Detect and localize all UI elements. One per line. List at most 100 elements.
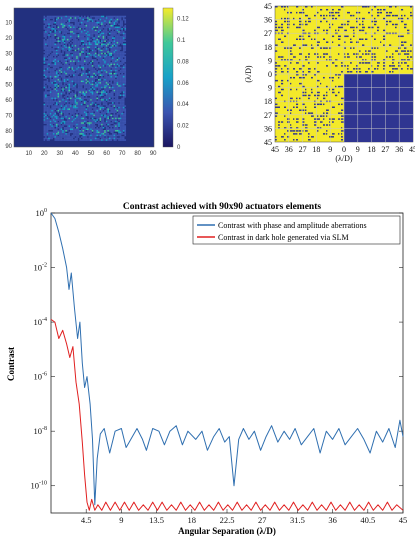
- heatmap-cell: [116, 66, 119, 69]
- heatmap-cell: [116, 52, 119, 55]
- heatmap-cell: [88, 32, 91, 35]
- heatmap-cell: [94, 83, 97, 86]
- heatmap-cell: [62, 109, 64, 112]
- heatmap-cell: [80, 17, 83, 19]
- heatmap-cell: [66, 114, 69, 117]
- pattern-cell: [311, 91, 313, 94]
- heatmap-cell: [63, 41, 66, 44]
- heatmap-cell: [115, 60, 117, 63]
- heatmap-cell: [110, 51, 113, 53]
- heatmap-cell: [60, 109, 63, 112]
- heatmap-cell: [70, 24, 72, 27]
- heatmap-cell: [99, 79, 102, 81]
- heatmap-cell: [116, 116, 119, 118]
- heatmap-cell: [88, 100, 91, 103]
- heatmap-cell: [80, 86, 83, 89]
- heatmap-cell: [73, 57, 75, 60]
- heatmap-cell: [104, 51, 106, 53]
- heatmap-cell: [65, 109, 67, 112]
- heatmap-cell: [105, 66, 108, 69]
- heatmap-cell: [57, 60, 60, 63]
- heatmap-cell: [102, 15, 105, 18]
- heatmap-cell: [88, 58, 91, 61]
- chart-title: Contrast achieved with 90x90 actuators e…: [123, 202, 321, 212]
- heatmap-cell: [63, 126, 66, 129]
- heatmap-cell: [65, 37, 67, 39]
- heatmap-cell: [68, 120, 71, 123]
- heatmap-cell: [82, 62, 85, 64]
- heatmap-cell: [87, 49, 89, 52]
- heatmap-cell: [105, 63, 108, 66]
- heatmap-cell: [124, 26, 127, 29]
- heatmap-cell: [52, 34, 55, 36]
- heatmap-cell: [112, 35, 114, 38]
- heatmap-cell: [115, 130, 117, 132]
- heatmap-cell: [77, 34, 80, 36]
- heatmap-cell: [119, 114, 122, 117]
- heatmap-cell: [52, 24, 55, 27]
- heatmap-cell: [54, 65, 57, 67]
- heatmap-cell: [82, 113, 85, 115]
- heatmap-cell: [87, 80, 89, 83]
- heatmap-cell: [99, 80, 102, 83]
- pattern-cell: [287, 17, 290, 20]
- heatmap-cell: [71, 139, 74, 141]
- pattern-cell: [287, 136, 290, 138]
- heatmap-cell: [71, 83, 74, 86]
- heatmap-cell: [73, 86, 75, 89]
- heatmap-cell: [73, 63, 75, 66]
- dark-hole-pattern-panel: 45 36 27 18 9 0 9 18 27 36 45 4536271890918273645 …: [244, 2, 415, 163]
- heatmap-cell: [56, 82, 58, 84]
- pattern-cell: [374, 6, 377, 8]
- heatmap-cell: [65, 111, 67, 114]
- pattern-cell: [311, 44, 313, 46]
- heatmap-cell: [107, 120, 109, 123]
- heatmap-cell: [124, 52, 127, 55]
- heatmap-cell: [48, 68, 50, 70]
- heatmap-cell: [76, 41, 78, 44]
- heatmap-cell: [74, 105, 77, 107]
- heatmap-cell: [98, 128, 100, 131]
- heatmap-cell: [76, 126, 78, 129]
- pattern-cell: [314, 38, 316, 40]
- heatmap-cell: [52, 80, 55, 83]
- heatmap-cell: [122, 43, 125, 46]
- heatmap-cell: [115, 85, 117, 87]
- heatmap-cell: [104, 66, 106, 69]
- heatmap-cell: [71, 54, 74, 56]
- heatmap-cell: [74, 21, 77, 24]
- heatmap-cell: [70, 94, 72, 97]
- heatmap-cell: [108, 63, 111, 66]
- pattern-cell: [329, 11, 332, 14]
- heatmap-cell: [43, 31, 46, 33]
- heatmap-cell: [84, 92, 86, 95]
- heatmap-cell: [99, 114, 102, 117]
- heatmap-cell: [46, 97, 49, 100]
- heatmap-cell: [68, 62, 71, 64]
- pattern-cell: [278, 85, 281, 88]
- heatmap-cell: [96, 54, 99, 56]
- heatmap-cell: [57, 119, 60, 121]
- heatmap-cell: [79, 43, 81, 46]
- heatmap-cell: [65, 18, 67, 21]
- heatmap-cell: [62, 125, 64, 127]
- heatmap-cell: [46, 15, 49, 18]
- heatmap-cell: [48, 122, 50, 124]
- heatmap-cell: [115, 28, 117, 30]
- heatmap-cell: [113, 77, 116, 80]
- heatmap-cell: [102, 123, 105, 126]
- heatmap-cell: [57, 34, 60, 36]
- heatmap-cell: [79, 111, 81, 114]
- heatmap-cell: [48, 106, 50, 109]
- heatmap-cell: [57, 133, 60, 135]
- heatmap-cell: [94, 128, 97, 131]
- heatmap-cell: [113, 80, 116, 83]
- heatmap-cell: [45, 126, 47, 129]
- heatmap-cell: [48, 37, 50, 39]
- heatmap-cell: [87, 55, 89, 58]
- pattern-cell: [368, 68, 370, 70]
- heatmap-cell: [102, 89, 105, 92]
- x-axis-label: Angular Separation (λ/D): [178, 526, 276, 536]
- heatmap-cell: [107, 122, 109, 124]
- heatmap-cell: [54, 111, 57, 114]
